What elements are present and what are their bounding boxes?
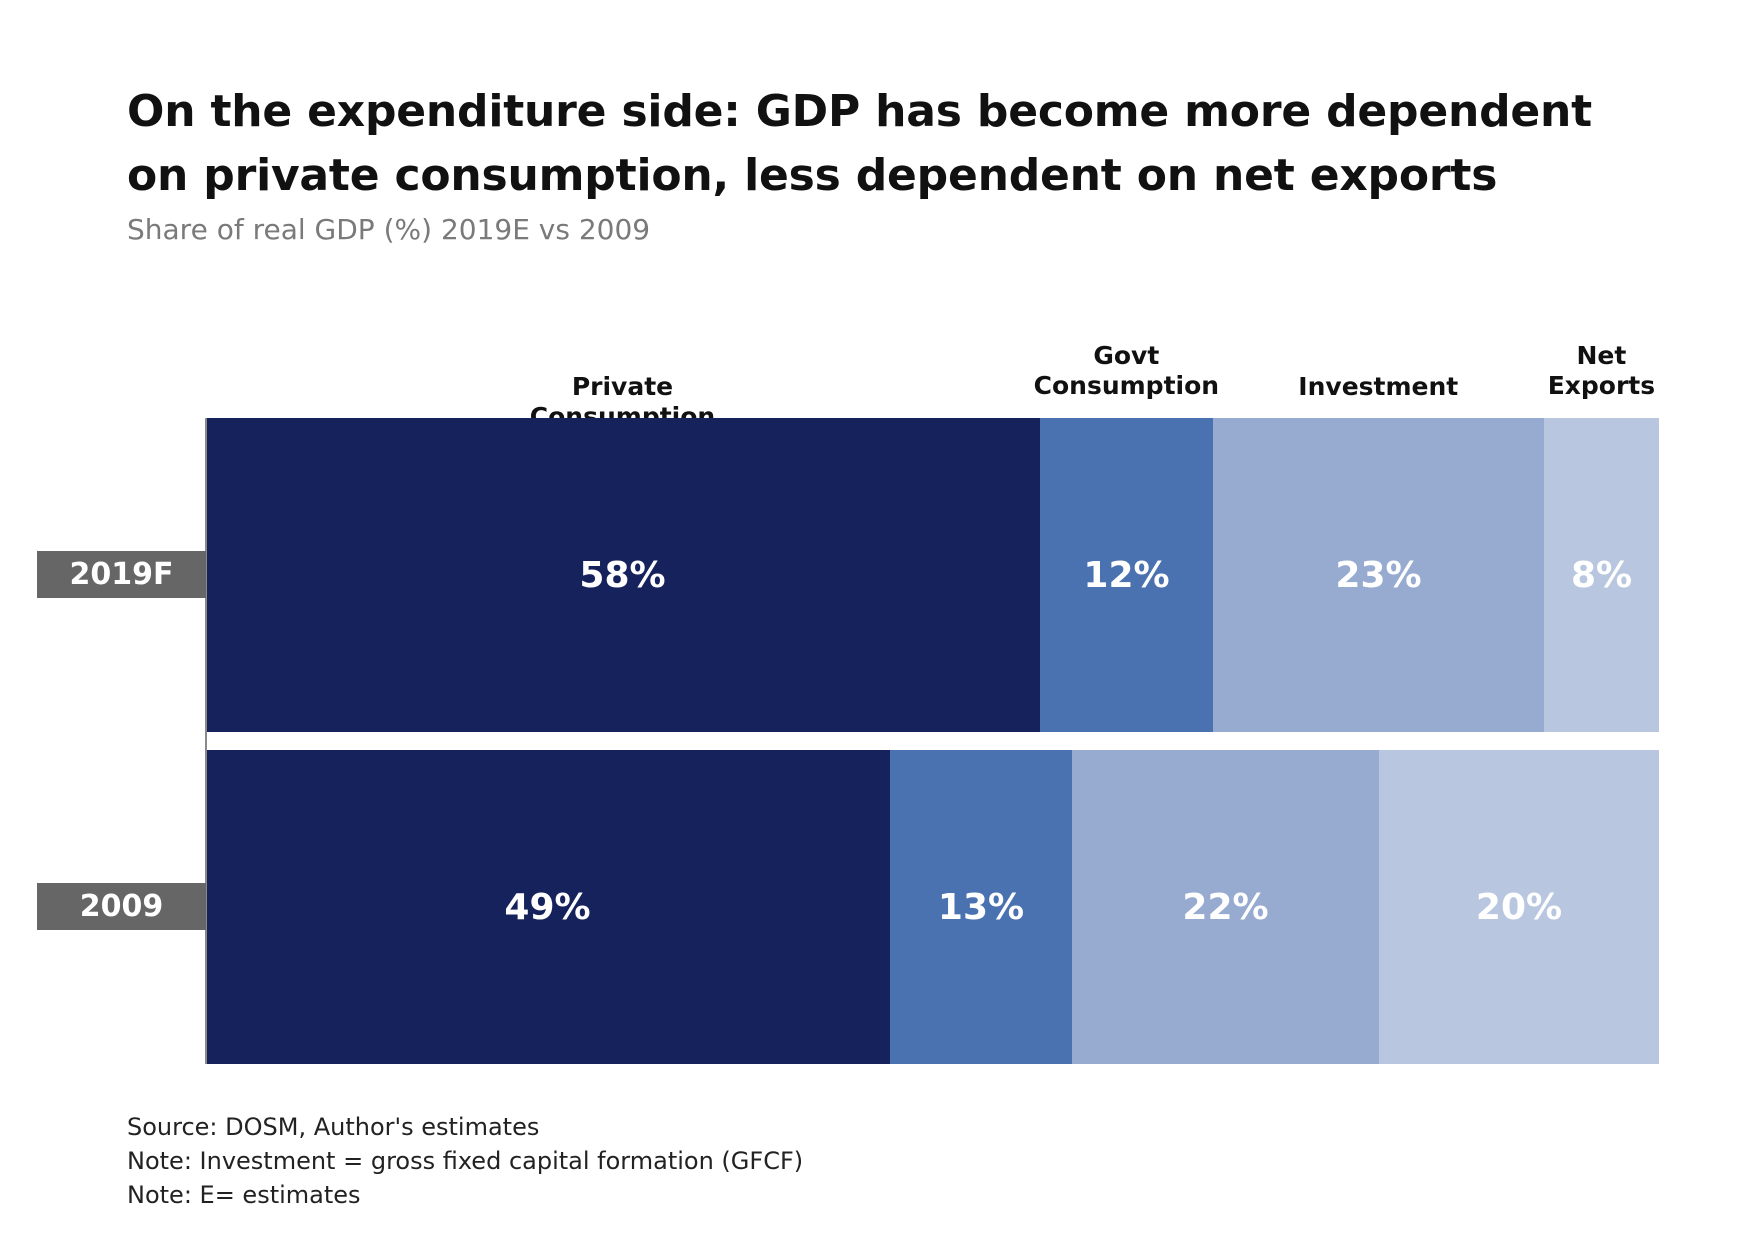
series-label-investment: Investment	[1248, 372, 1508, 402]
footnote-source: Source: DOSM, Author's estimates	[127, 1113, 540, 1141]
bar-segment-net-exports-2009: 20%	[1379, 750, 1659, 1064]
row-label-2019f: 2019F	[37, 551, 206, 598]
footnote-investment: Note: Investment = gross fixed capital f…	[127, 1147, 804, 1175]
bar-segment-private-consumption-2019f: 58%	[205, 418, 1040, 732]
data-label-investment-2019f: 23%	[1335, 554, 1422, 596]
series-label-line: Investment	[1298, 372, 1459, 401]
footnotes: Source: DOSM, Author's estimates Note: I…	[127, 1110, 803, 1212]
data-label-govt-consumption-2019f: 12%	[1083, 554, 1170, 596]
data-label-private-consumption-2019f: 58%	[579, 554, 666, 596]
bar-segment-private-consumption-2009: 49%	[205, 750, 890, 1064]
chart-subtitle: Share of real GDP (%) 2019E vs 2009	[127, 213, 651, 246]
data-label-private-consumption-2009: 49%	[504, 886, 591, 928]
footnote-estimates: Note: E= estimates	[127, 1181, 361, 1209]
data-label-net-exports-2009: 20%	[1475, 886, 1563, 928]
stacked-bar-area: 58% 12% 23% 8% 49% 13% 22% 20%	[205, 418, 1659, 1064]
bar-segment-investment-2009: 22%	[1072, 750, 1379, 1064]
axis-line	[205, 418, 207, 1064]
data-label-govt-consumption-2009: 13%	[937, 886, 1025, 928]
series-label-govt-consumption: Govt Consumption	[996, 341, 1256, 401]
series-label-line: Consumption	[1033, 371, 1220, 400]
series-label-line: Govt	[1093, 341, 1160, 370]
bar-row-2019f: 58% 12% 23% 8%	[205, 418, 1659, 732]
bar-segment-net-exports-2019f: 8%	[1544, 418, 1659, 732]
bar-segment-investment-2019f: 23%	[1213, 418, 1544, 732]
series-label-line: Net	[1576, 341, 1627, 370]
series-label-line: Exports	[1547, 371, 1656, 400]
bar-row-2009: 49% 13% 22% 20%	[205, 750, 1659, 1064]
bar-segment-govt-consumption-2019f: 12%	[1040, 418, 1213, 732]
chart-title: On the expenditure side: GDP has become …	[127, 86, 1592, 201]
data-label-investment-2009: 22%	[1182, 886, 1269, 928]
data-label-net-exports-2019f: 8%	[1570, 554, 1633, 596]
bar-segment-govt-consumption-2009: 13%	[890, 750, 1072, 1064]
row-label-2009: 2009	[37, 883, 206, 930]
series-label-net-exports: Net Exports	[1471, 341, 1731, 401]
